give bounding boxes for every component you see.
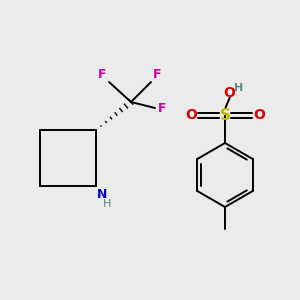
Text: F: F [158,103,166,116]
Text: N: N [97,188,107,201]
Text: O: O [253,108,265,122]
Text: F: F [98,68,106,81]
Text: S: S [220,107,230,122]
Text: H: H [234,83,244,93]
Text: F: F [153,68,161,81]
Text: O: O [185,108,197,122]
Text: O: O [223,86,235,100]
Text: H: H [103,199,111,209]
